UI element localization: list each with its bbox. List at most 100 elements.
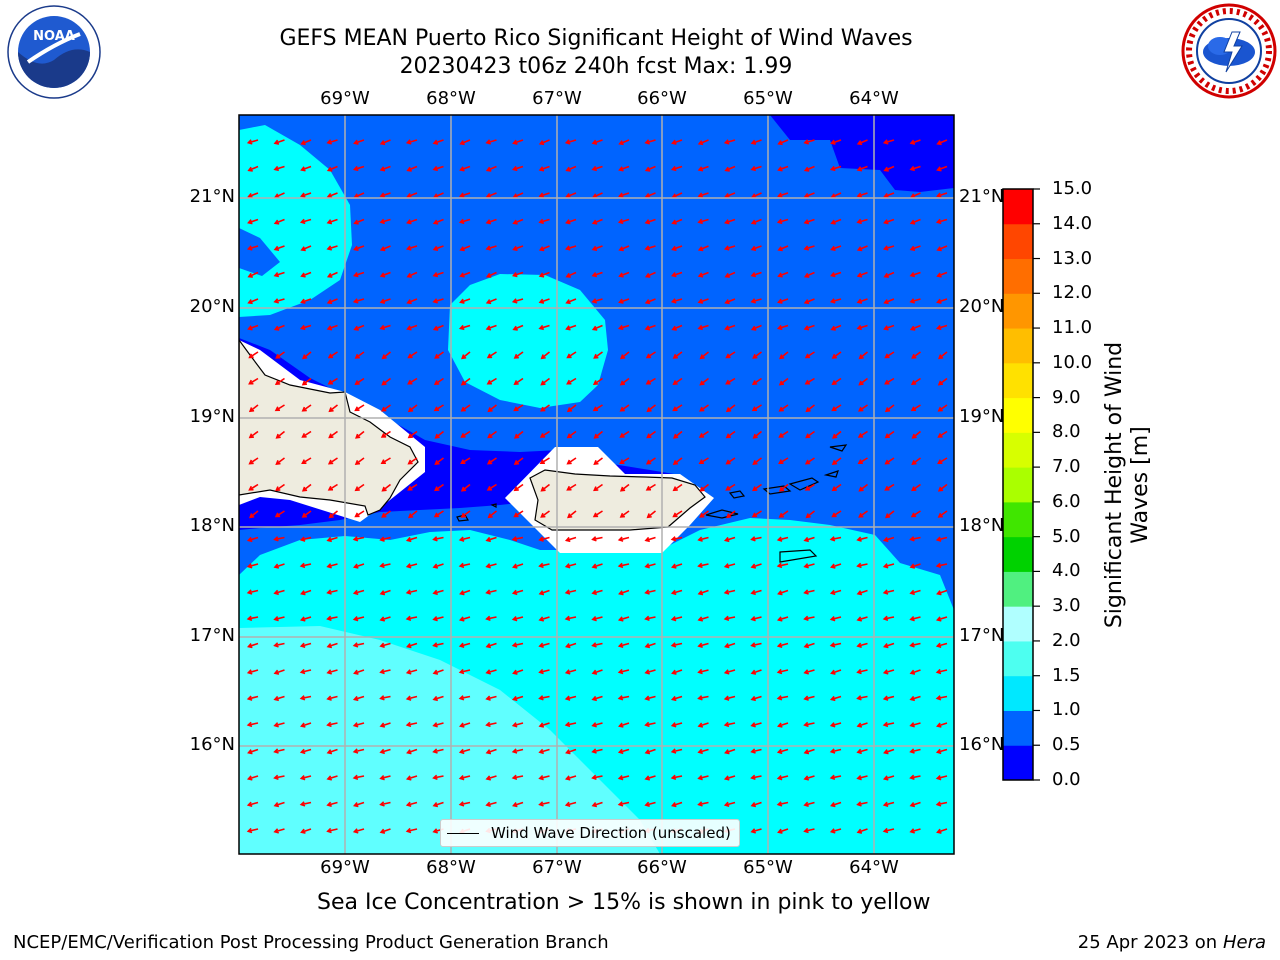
wave-arrow-head (725, 379, 731, 385)
wave-arrow (539, 775, 550, 780)
wave-arrow (673, 377, 683, 385)
wave-arrow (461, 430, 471, 438)
wave-arrow-head (458, 775, 465, 781)
wave-arrow-head (750, 774, 756, 781)
wave-arrow (249, 483, 259, 491)
wave-arrow (566, 271, 577, 278)
wave-arrow (274, 245, 285, 251)
wave-arrow-head (591, 748, 597, 754)
wave-arrow (460, 748, 471, 754)
wave-arrow-head (937, 459, 943, 464)
wave-arrow-head (752, 460, 758, 465)
wave-arrow-head (644, 192, 651, 199)
wave-arrow-head (538, 616, 545, 622)
lat-label-right: 21°N (959, 186, 1005, 207)
wave-arrow (488, 510, 498, 518)
wave-arrow-head (301, 406, 307, 412)
wave-arrow (645, 536, 656, 542)
wave-arrow (567, 510, 577, 518)
wave-arrow-head (485, 192, 492, 199)
wave-arrow (301, 828, 312, 834)
wave-arrow (778, 828, 789, 834)
colorbar-tick-label: 14.0 (1052, 212, 1093, 234)
wave-arrow (725, 192, 736, 198)
colorbar-tick-label: 15.0 (1052, 178, 1093, 199)
wave-arrow (327, 775, 338, 780)
wave-arrow (938, 351, 948, 359)
wave-arrow (884, 192, 895, 198)
wave-arrow-head (379, 828, 386, 834)
wave-arrow (354, 669, 365, 675)
wave-arrow (433, 695, 444, 701)
wave-arrow (645, 748, 656, 754)
wave-arrow-head (937, 432, 943, 438)
wave-arrow (433, 801, 444, 807)
wave-arrow (513, 165, 524, 171)
wave-arrow (486, 722, 497, 726)
wave-arrow (778, 139, 789, 145)
nws-logo (1181, 3, 1277, 99)
lat-label-left: 20°N (189, 296, 235, 317)
wave-arrow-head (619, 432, 625, 438)
wave-arrow-head (591, 616, 597, 622)
wave-arrow-head (326, 299, 333, 305)
wave-arrow (513, 271, 524, 277)
wave-arrow (460, 801, 471, 806)
wave-arrow-head (564, 801, 571, 807)
wave-arrow-head (644, 721, 650, 728)
wave-arrow-head (723, 669, 730, 675)
wave-arrow (248, 669, 259, 674)
wave-arrow (433, 139, 444, 145)
wave-arrow-head (485, 801, 491, 807)
wave-arrow-head (750, 722, 756, 728)
wave-arrow (380, 192, 391, 197)
wave-arrow-head (511, 748, 518, 754)
wave-arrow-head (883, 299, 889, 305)
wave-arrow (911, 377, 921, 385)
wave-arrow (355, 404, 365, 411)
wave-arrow-head (936, 246, 942, 252)
wave-arrow (672, 801, 683, 807)
wave-arrow-head (405, 669, 412, 675)
wave-arrow (567, 430, 577, 439)
wave-arrow-head (697, 218, 703, 225)
wave-arrow-head (247, 643, 253, 649)
wave-arrow-head (618, 298, 624, 304)
wave-arrow (646, 457, 656, 465)
wave-arrow-head (723, 695, 730, 701)
wave-arrow (408, 510, 418, 518)
wave-arrow-head (909, 828, 915, 834)
wave-arrow (327, 669, 338, 674)
wave-arrow (248, 828, 259, 833)
wave-arrow-head (458, 616, 465, 622)
wave-arrow-head (619, 459, 625, 464)
wave-arrow (857, 642, 868, 647)
wave-arrow-head (776, 616, 783, 622)
wave-arrow (514, 457, 524, 465)
wave-arrow (937, 775, 948, 780)
wave-arrow (354, 589, 365, 595)
wave-arrow (831, 218, 842, 224)
wave-arrow-head (538, 668, 544, 675)
wave-arrow (274, 695, 285, 701)
wave-arrow-head (831, 353, 837, 359)
wave-arrow-head (566, 485, 572, 491)
wave-arrow (327, 536, 338, 542)
wave-arrow (910, 139, 921, 145)
wave-arrow (911, 192, 921, 198)
wave-arrow (274, 642, 285, 647)
wave-arrow-head (803, 827, 809, 834)
wave-arrow-head (432, 669, 439, 675)
wave-arrow-head (327, 353, 334, 359)
wave-arrow (804, 245, 815, 250)
wave-arrow-head (777, 272, 783, 278)
wave-arrow (592, 748, 603, 753)
wave-arrow-head (672, 353, 678, 359)
wave-arrow (433, 298, 444, 303)
wave-arrow (910, 748, 921, 753)
wave-arrow (619, 642, 630, 647)
wave-arrow-head (538, 272, 545, 278)
wave-arrow-head (831, 486, 837, 492)
wave-arrow-head (752, 486, 758, 492)
wave-arrow (779, 377, 789, 386)
